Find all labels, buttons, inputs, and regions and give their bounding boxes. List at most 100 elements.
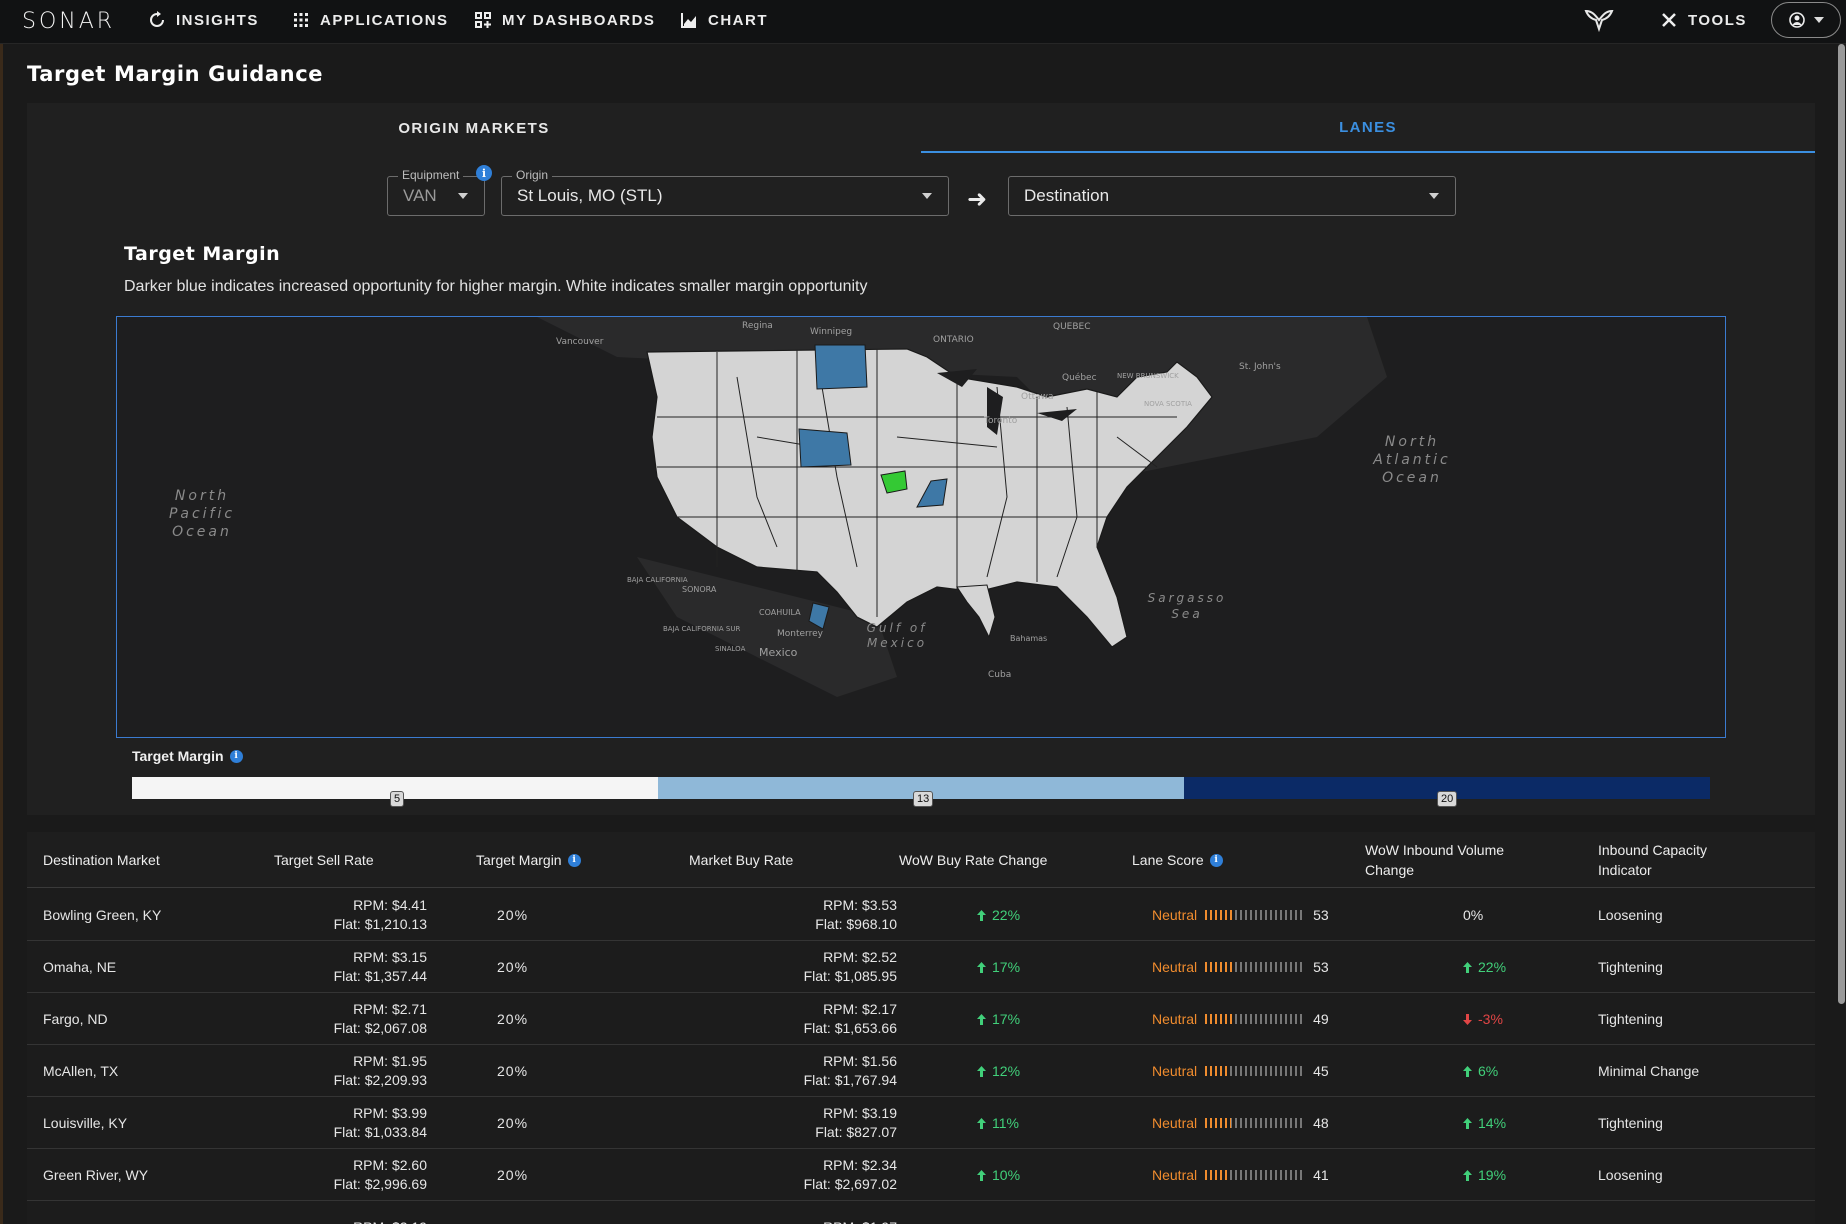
- table-row[interactable]: Omaha, NE RPM: $3.15 Flat: $1,357.44 20% RPM…: [27, 941, 1815, 993]
- arrow-up-icon: [977, 1065, 986, 1077]
- legend-title-label: Target Margin: [132, 748, 224, 764]
- svg-text:Bahamas: Bahamas: [1010, 634, 1047, 643]
- sargasso-1: Sargasso: [1148, 591, 1227, 605]
- header-destination-market[interactable]: Destination Market: [43, 852, 160, 868]
- destination-market[interactable]: McAllen, TX: [43, 1063, 119, 1079]
- table-row[interactable]: Bowling Green, KY RPM: $4.41 Flat: $1,210.…: [27, 889, 1815, 941]
- page-scrollbar[interactable]: [1838, 44, 1845, 1004]
- svg-text:St. John's: St. John's: [1239, 362, 1281, 372]
- wow-inbound-volume-change: 22%: [1463, 941, 1506, 993]
- section-title: Target Margin: [124, 243, 281, 265]
- header-market-buy-rate[interactable]: Market Buy Rate: [689, 852, 794, 868]
- tab-origin-markets[interactable]: ORIGIN MARKETS: [398, 119, 550, 137]
- header-inbound-capacity-indicator[interactable]: Inbound Capacity Indicator: [1598, 842, 1707, 878]
- tools-menu[interactable]: TOOLS: [1660, 0, 1747, 40]
- region-origin-stlouis[interactable]: [880, 470, 908, 494]
- info-icon[interactable]: i: [1209, 853, 1223, 867]
- header-target-sell-rate[interactable]: Target Sell Rate: [274, 852, 374, 868]
- origin-label: Origin: [512, 168, 553, 182]
- account-menu[interactable]: [1771, 2, 1841, 38]
- region-mcallen[interactable]: [808, 602, 830, 630]
- buy-rpm: RPM: $2.34: [823, 1157, 897, 1173]
- mexico-landmass: [637, 557, 897, 697]
- destination-placeholder: Destination: [1024, 186, 1110, 205]
- legend-segment-mid: [658, 777, 1184, 799]
- arrow-up-icon: [977, 1013, 986, 1025]
- target-margin-map[interactable]: North Pacific Ocean North Atlantic Ocean…: [116, 316, 1726, 738]
- inbound-capacity-indicator: Loosening: [1598, 907, 1663, 923]
- destination-market[interactable]: Louisville, KY: [43, 1115, 128, 1131]
- sonar-logo[interactable]: SONAR: [22, 9, 116, 34]
- nav-insights-label: INSIGHTS: [176, 11, 259, 29]
- origin-select[interactable]: Origin St Louis, MO (STL): [501, 168, 949, 216]
- header-wow-buy-rate-change[interactable]: WoW Buy Rate Change: [899, 852, 1048, 868]
- sell-flat: Flat: $1,357.44: [333, 968, 427, 984]
- nav-my-dashboards[interactable]: MY DASHBOARDS: [474, 0, 655, 40]
- state-borders: [657, 349, 1177, 617]
- table-row[interactable]: Green River, WY RPM: $2.60 Flat: $2,996.69…: [27, 1149, 1815, 1201]
- info-icon[interactable]: i: [476, 165, 492, 181]
- wow-buy-value: 17%: [992, 959, 1021, 975]
- region-fargo[interactable]: [814, 344, 868, 390]
- svg-text:Monterrey: Monterrey: [777, 629, 824, 639]
- nav-chart[interactable]: CHART: [680, 0, 768, 40]
- svg-text:BAJA CALIFORNIA SUR: BAJA CALIFORNIA SUR: [663, 625, 740, 633]
- destination-market[interactable]: Green River, WY: [43, 1167, 149, 1183]
- destination-market[interactable]: Bowling Green, KY: [43, 907, 162, 923]
- sell-flat: Flat: $1,033.84: [333, 1124, 427, 1140]
- svg-text:Vancouver: Vancouver: [556, 337, 604, 347]
- table-row[interactable]: McAllen, TX RPM: $1.95 Flat: $2,209.93 20% R…: [27, 1045, 1815, 1097]
- table-row[interactable]: Fargo, ND RPM: $2.71 Flat: $2,067.08 20% RPM…: [27, 993, 1815, 1045]
- wow-inbound-value: 19%: [1478, 1167, 1507, 1183]
- nav-applications[interactable]: APPLICATIONS: [292, 0, 449, 40]
- lane-score-bar: [1205, 910, 1306, 920]
- chart-icon: [681, 13, 696, 28]
- legend-segment-high: [1184, 777, 1710, 799]
- header-lane-score[interactable]: Lane Score i: [1132, 832, 1223, 888]
- wow-buy-rate-change: 10%: [977, 1149, 1020, 1201]
- info-icon[interactable]: i: [229, 749, 243, 763]
- wow-inbound-volume-change: -3%: [1463, 993, 1503, 1045]
- sell-flat: Flat: $2,996.69: [333, 1176, 427, 1192]
- tab-lanes[interactable]: LANES: [921, 103, 1815, 153]
- north-pacific-1: North: [175, 488, 229, 504]
- target-sell-rate: RPM: $1.95 Flat: $2,209.93: [277, 1045, 427, 1097]
- nav-insights[interactable]: INSIGHTS: [148, 0, 259, 40]
- lane-score: Neutral 45: [1152, 1045, 1329, 1097]
- buy-rpm: RPM: $2.17: [823, 1001, 897, 1017]
- buy-flat: Flat: $968.10: [815, 916, 897, 932]
- header-target-margin[interactable]: Target Margin i: [476, 832, 581, 888]
- destination-select[interactable]: Destination: [1008, 176, 1456, 216]
- arrow-up-icon: [977, 909, 986, 921]
- target-margin: 20%: [497, 907, 529, 923]
- target-sell-rate: RPM: $3.99 Flat: $1,033.84: [277, 1097, 427, 1149]
- wow-buy-value: 10%: [992, 1167, 1021, 1183]
- legend-gradient-bar: [132, 777, 1710, 799]
- table-row[interactable]: Louisville, KY RPM: $3.99 Flat: $1,033.84 2…: [27, 1097, 1815, 1149]
- lane-score-label: Neutral: [1152, 1011, 1198, 1027]
- destination-market[interactable]: Omaha, NE: [43, 959, 117, 975]
- table-row[interactable]: RPM: $2.19 RPM: $1.97: [27, 1201, 1815, 1224]
- region-omaha[interactable]: [798, 428, 852, 468]
- lane-score-bar: [1205, 1170, 1306, 1180]
- north-pacific-2: Pacific: [169, 506, 235, 522]
- sell-flat: Flat: $1,210.13: [333, 916, 427, 932]
- sell-flat: Flat: $2,067.08: [333, 1020, 427, 1036]
- header-wow-inbound-volume-change[interactable]: WoW Inbound Volume Change: [1365, 842, 1505, 878]
- info-icon[interactable]: i: [567, 853, 581, 867]
- svg-text:NEW BRUNSWICK: NEW BRUNSWICK: [1117, 372, 1179, 380]
- region-louisville[interactable]: [916, 478, 948, 508]
- arrow-up-icon: [1463, 1169, 1472, 1181]
- legend-tick-13: 13: [913, 791, 934, 807]
- sargasso-2: Sea: [1171, 607, 1202, 621]
- whale-tail-icon[interactable]: [1584, 8, 1614, 32]
- destination-market[interactable]: Fargo, ND: [43, 1011, 108, 1027]
- buy-rpm: RPM: $1.97: [823, 1218, 897, 1224]
- lane-score: Neutral 41: [1152, 1149, 1329, 1201]
- equipment-select[interactable]: Equipment VAN: [387, 168, 485, 216]
- svg-text:ONTARIO: ONTARIO: [933, 335, 974, 345]
- buy-flat: Flat: $1,767.94: [803, 1072, 897, 1088]
- lane-score-bar: [1205, 1014, 1306, 1024]
- map-canvas: North Pacific Ocean North Atlantic Ocean…: [169, 317, 1448, 697]
- lane-score: Neutral 53: [1152, 889, 1329, 941]
